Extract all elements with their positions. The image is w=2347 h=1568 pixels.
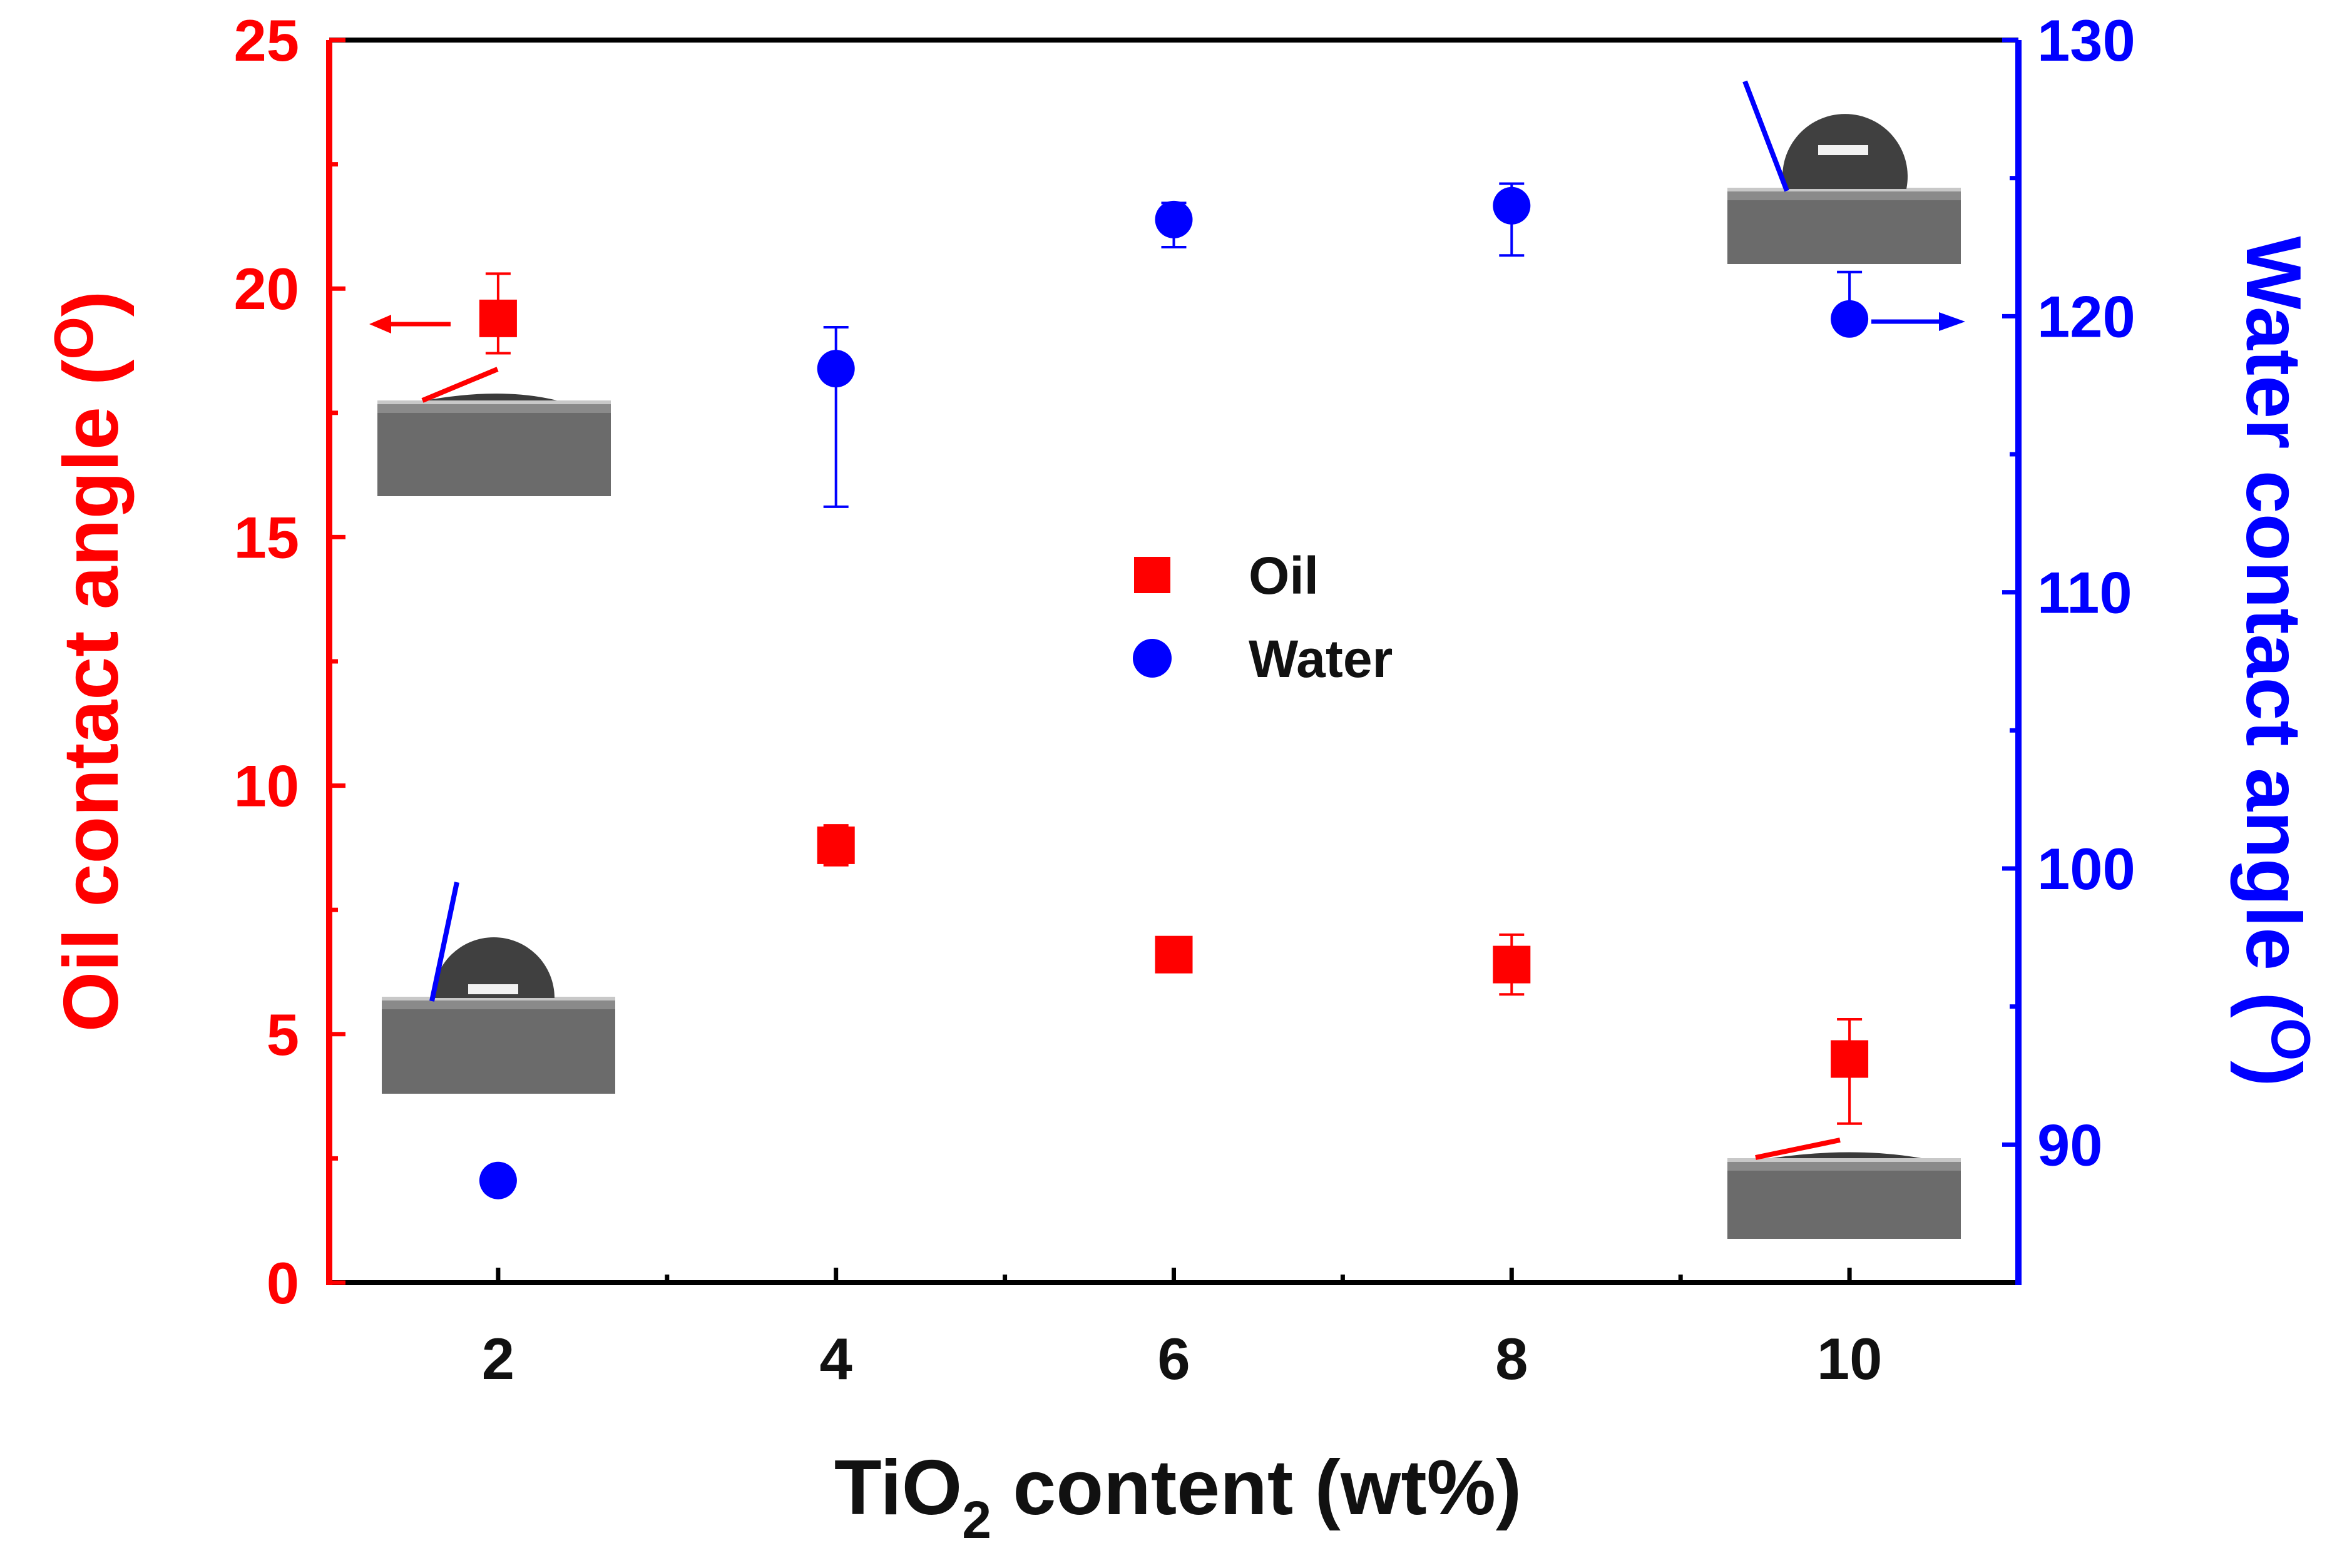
oil-axis-arrow [369, 315, 451, 333]
y-left-tick-label: 10 [233, 753, 299, 819]
y-right-tick-label: 120 [2037, 283, 2135, 349]
x-tick-label: 4 [820, 1326, 852, 1392]
oil-point [479, 299, 517, 337]
water-point [1155, 200, 1193, 238]
inset-water-droplet-10wt [1727, 80, 1961, 264]
y-left-tick-label: 5 [267, 1002, 299, 1067]
inset-oil-droplet-10wt [1727, 1138, 1961, 1239]
x-tick-label: 6 [1157, 1326, 1190, 1392]
y-right-tick-label: 90 [2037, 1112, 2103, 1178]
series-oil [479, 272, 1869, 1125]
y-axis-right-title: Water contact angle (O) [2230, 236, 2322, 1086]
oil-point [1831, 1040, 1869, 1078]
y-left-tick-label: 25 [233, 8, 299, 73]
y-left-tick-label: 15 [233, 504, 299, 570]
y-right-tick-label: 130 [2037, 8, 2135, 73]
legend-label-water: Water [1249, 629, 1393, 688]
x-tick-label: 10 [1817, 1326, 1883, 1392]
water-point [817, 350, 855, 388]
water-point [479, 1161, 517, 1199]
y-left-tick-label: 0 [267, 1250, 299, 1316]
legend-marker-oil [1134, 557, 1170, 593]
x-tick-label: 8 [1495, 1326, 1528, 1392]
x-tick-label: 2 [482, 1326, 514, 1392]
legend-label-oil: Oil [1249, 546, 1319, 605]
inset-oil-droplet-2wt [377, 367, 611, 496]
legend-marker-water [1133, 639, 1172, 678]
water-point [1831, 300, 1869, 338]
series-water [479, 182, 1869, 1199]
x-axis-title: TiO2 content (wt%) [834, 1445, 1521, 1549]
legend: Oil Water [1133, 546, 1393, 688]
water-axis-arrow [1871, 312, 1965, 331]
y-right-tick-label: 100 [2037, 836, 2135, 902]
oil-point [1493, 945, 1531, 984]
y-left-tick-label: 20 [233, 256, 299, 322]
oil-point [817, 826, 855, 864]
inset-water-droplet-2wt [382, 882, 615, 1094]
y-axis-left-title: Oil contact angle (O) [43, 291, 135, 1032]
y-right-tick-label: 110 [2037, 560, 2132, 626]
oil-point [1155, 935, 1193, 974]
water-point [1493, 186, 1531, 225]
